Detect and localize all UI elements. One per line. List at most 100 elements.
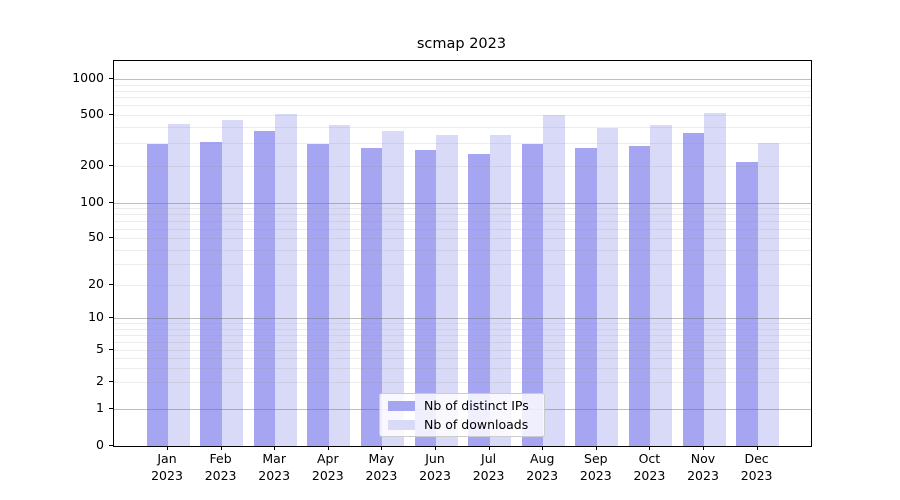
x-tick-label-oct: Oct 2023 [633, 451, 666, 483]
gridline-minor-30 [114, 264, 811, 266]
legend-item-distinct-ips: Nb of distinct IPs [388, 396, 536, 415]
y-tick-label-0: 0 [96, 437, 104, 452]
bar-distinct-ips-dec [736, 162, 758, 446]
y-tick-mark-50 [109, 237, 113, 239]
x-tick-mark-nov [703, 446, 704, 450]
x-tick-mark-jan [167, 446, 168, 450]
gridline-minor-90 [114, 208, 811, 210]
plot-area [113, 60, 812, 447]
gridline-minor-400 [114, 127, 811, 129]
y-tick-label-500: 500 [80, 105, 104, 121]
y-tick-label-5: 5 [96, 341, 104, 357]
x-tick-mark-sep [595, 446, 597, 450]
gridline-minor-600 [114, 105, 811, 107]
gridline-minor-70 [114, 221, 811, 223]
y-tick-label-50: 50 [88, 229, 104, 245]
gridline-minor-40 [114, 249, 811, 251]
y-tick-mark-2 [109, 381, 113, 383]
legend-label-distinct-ips: Nb of distinct IPs [424, 398, 529, 413]
y-tick-mark-20 [109, 284, 113, 286]
x-tick-mark-feb [220, 446, 222, 450]
gridline-minor-4 [114, 357, 811, 359]
bar-downloads-nov [704, 113, 726, 446]
legend-swatch-distinct-ips [388, 400, 415, 411]
gridline-major-100 [114, 203, 811, 205]
x-tick-mark-jun [435, 446, 436, 450]
y-tick-label-200: 200 [80, 157, 104, 173]
legend: Nb of distinct IPs Nb of downloads [379, 393, 545, 437]
x-tick-label-apr: Apr 2023 [311, 451, 344, 483]
gridline-minor-80 [114, 214, 811, 216]
y-tick-label-1000: 1000 [72, 70, 104, 86]
legend-swatch-downloads [388, 419, 415, 430]
gridline-major-10 [114, 318, 811, 320]
bar-downloads-sep [596, 128, 619, 446]
gridline-minor-3 [114, 367, 811, 369]
y-tick-mark-100 [109, 202, 113, 204]
bar-downloads-apr [328, 125, 351, 446]
y-tick-mark-5 [109, 349, 113, 351]
x-tick-mark-dec [756, 446, 758, 450]
bar-distinct-ips-feb [200, 141, 222, 446]
bar-distinct-ips-sep [575, 148, 597, 446]
x-tick-label-sep: Sep 2023 [579, 451, 612, 483]
x-tick-label-jul: Jul 2023 [472, 451, 505, 483]
bar-distinct-ips-jan [146, 143, 168, 446]
x-tick-label-dec: Dec 2023 [740, 451, 773, 483]
gridline-minor-5 [114, 350, 811, 352]
gridline-minor-6 [114, 341, 811, 343]
bar-downloads-jun [436, 135, 458, 446]
bar-distinct-ips-apr [307, 143, 329, 446]
x-tick-mark-apr [327, 446, 329, 450]
bar-distinct-ips-aug [521, 143, 544, 446]
bar-downloads-jul [489, 134, 512, 446]
x-tick-label-jun: Jun 2023 [419, 451, 451, 483]
gridline-minor-20 [114, 285, 811, 287]
y-tick-label-10: 10 [88, 309, 104, 325]
bar-downloads-feb [221, 120, 244, 446]
y-tick-mark-10 [109, 317, 113, 319]
y-tick-label-20: 20 [88, 276, 104, 292]
y-tick-mark-1 [109, 408, 113, 409]
bar-distinct-ips-jun [414, 150, 436, 446]
x-tick-label-nov: Nov 2023 [687, 451, 719, 483]
x-tick-label-feb: Feb 2023 [204, 451, 237, 483]
gridline-minor-50 [114, 238, 811, 240]
y-tick-label-2: 2 [96, 373, 104, 389]
gridline-minor-2 [114, 382, 811, 384]
bar-distinct-ips-mar [253, 130, 276, 446]
chart-title: scmap 2023 [416, 36, 507, 52]
bar-distinct-ips-nov [682, 133, 704, 446]
y-tick-label-100: 100 [80, 194, 104, 210]
x-tick-mark-may [381, 446, 383, 450]
gridline-minor-9 [114, 323, 811, 324]
x-tick-label-jan: Jan 2023 [151, 451, 183, 483]
y-tick-mark-200 [109, 165, 113, 167]
gridline-minor-200 [114, 166, 811, 168]
bar-downloads-may [382, 131, 404, 446]
y-tick-mark-1000 [109, 78, 113, 80]
bar-distinct-ips-jul [468, 153, 490, 446]
y-tick-mark-500 [109, 113, 113, 115]
y-tick-mark-0 [109, 445, 113, 446]
bar-downloads-mar [275, 114, 297, 446]
x-tick-label-mar: Mar 2023 [258, 451, 291, 483]
gridline-minor-900 [114, 84, 811, 86]
gridline-major-1000 [114, 79, 811, 81]
x-tick-mark-oct [649, 446, 651, 450]
bar-downloads-jan [168, 123, 190, 446]
bar-distinct-ips-oct [628, 145, 651, 446]
x-tick-mark-jul [488, 446, 490, 450]
legend-item-downloads: Nb of downloads [388, 415, 536, 434]
gridline-minor-800 [114, 90, 811, 92]
bar-distinct-ips-may [360, 147, 383, 446]
y-tick-label-1: 1 [96, 400, 104, 415]
gridline-minor-8 [114, 328, 811, 330]
gridline-minor-60 [114, 228, 811, 230]
x-tick-label-may: May 2023 [365, 451, 398, 483]
legend-label-downloads: Nb of downloads [424, 417, 529, 432]
bar-downloads-aug [543, 114, 565, 446]
x-tick-mark-mar [274, 446, 276, 450]
bar-downloads-dec [757, 143, 780, 446]
bar-downloads-oct [650, 124, 672, 446]
